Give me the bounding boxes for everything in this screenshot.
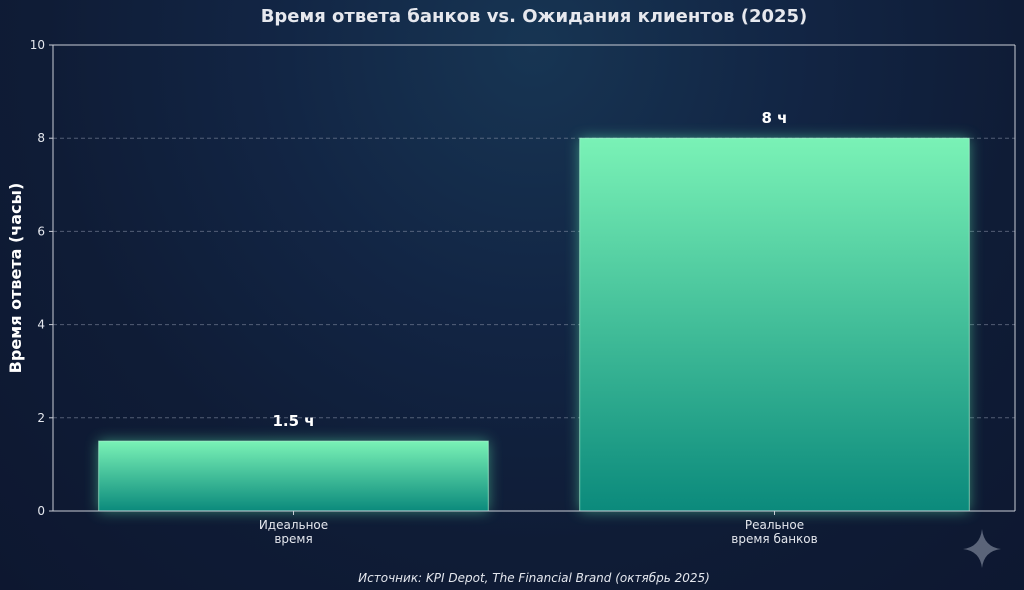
axes	[52, 44, 1016, 512]
bar	[98, 440, 489, 512]
y-tick-label: 10	[30, 38, 45, 52]
x-tick-label: Реальное	[745, 518, 804, 532]
y-tick-label: 4	[37, 318, 45, 332]
y-tick-label: 8	[37, 131, 45, 145]
source-note: Источник: KPI Depot, The Financial Brand…	[358, 571, 710, 585]
y-tick-label: 2	[37, 411, 45, 425]
x-tick-label: время	[274, 532, 312, 546]
y-tick-label: 6	[37, 224, 45, 238]
y-ticks: 0 2 4 6 8 10	[30, 38, 53, 518]
data-labels: 1.5 ч 8 ч	[272, 109, 787, 430]
data-label: 8 ч	[762, 109, 788, 127]
x-tick-label: Идеальное	[259, 518, 328, 532]
bar	[579, 137, 970, 512]
bars	[98, 137, 970, 512]
y-axis-label: Время ответа (часы)	[6, 183, 25, 374]
data-label: 1.5 ч	[272, 412, 314, 430]
x-tick-label: время банков	[731, 532, 817, 546]
sparkle-icon	[963, 529, 1001, 568]
chart-title: Время ответа банков vs. Ожидания клиенто…	[261, 6, 808, 27]
y-tick-label: 0	[37, 504, 45, 518]
